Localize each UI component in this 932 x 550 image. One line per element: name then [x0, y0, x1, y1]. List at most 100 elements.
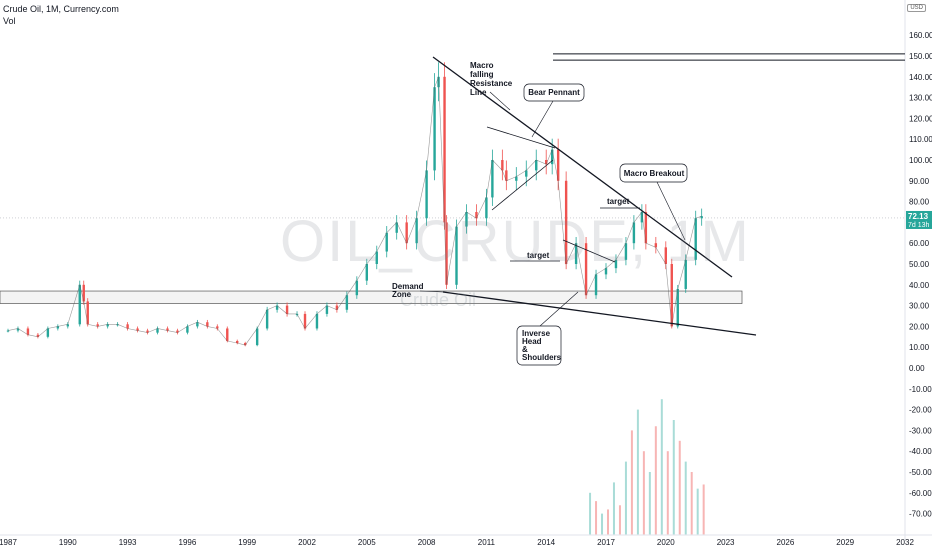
- current-price-value: 72.13: [908, 212, 929, 221]
- price-axis-tick: 50.00: [909, 260, 930, 269]
- volume-bar: [589, 492, 592, 535]
- price-candle: [255, 328, 259, 346]
- price-candle: [166, 328, 169, 331]
- price-candle: [574, 243, 578, 264]
- price-candle: [66, 324, 69, 327]
- chart-header: Crude Oil, 1M, Currency.com Vol: [3, 3, 119, 27]
- price-candle: [325, 305, 329, 314]
- price-candle: [265, 309, 269, 329]
- volume-bar: [654, 426, 657, 535]
- price-axis-tick: 60.00: [909, 239, 930, 248]
- currency-badge[interactable]: USD: [907, 4, 926, 12]
- price-candle: [515, 176, 518, 181]
- volume-bar: [612, 482, 615, 535]
- bear-pennant-label: Bear Pennant: [528, 88, 580, 97]
- price-axis-tick: 90.00: [909, 177, 930, 186]
- bear-pennant-upper-line: [486, 126, 556, 149]
- price-candle: [644, 212, 648, 244]
- macro-resistance-label: Macro: [470, 61, 494, 70]
- price-axis-tick: -40.00: [909, 447, 932, 456]
- annotation-pointer: [419, 290, 444, 293]
- volume-bar: [696, 488, 699, 535]
- price-axis-tick: 0.00: [909, 364, 925, 373]
- volume-bar: [666, 451, 669, 535]
- target-label-lower: target: [527, 251, 550, 260]
- time-axis-tick: 2032: [896, 538, 914, 547]
- price-candle: [116, 324, 119, 326]
- price-candle: [56, 326, 60, 329]
- time-axis-tick: 2023: [717, 538, 735, 547]
- price-axis-tick: 120.00: [909, 114, 932, 123]
- time-axis-tick: 1996: [179, 538, 197, 547]
- inverse-head-shoulders-label: &: [522, 345, 528, 354]
- time-axis-tick: 2014: [537, 538, 555, 547]
- price-candle: [82, 284, 85, 302]
- price-candle: [226, 328, 229, 341]
- volume-bar: [678, 440, 681, 535]
- price-candle: [6, 330, 10, 332]
- price-candle: [365, 264, 368, 281]
- volume-bar: [624, 461, 627, 535]
- price-candle: [465, 212, 468, 227]
- price-axis-tick: -70.00: [909, 510, 932, 519]
- price-candle: [475, 212, 478, 219]
- current-price-badge: [906, 210, 932, 229]
- price-candle: [700, 216, 703, 219]
- inverse-head-shoulders-label: Shoulders: [522, 353, 562, 362]
- time-axis-tick: 2008: [418, 538, 436, 547]
- volume-bar: [601, 513, 604, 535]
- demand-zone-label: Zone: [392, 290, 412, 299]
- price-candle: [46, 328, 50, 337]
- annotation-pointer: [531, 100, 554, 138]
- price-candle: [78, 284, 81, 325]
- bar-countdown: 7d 13h: [908, 222, 930, 229]
- price-candle: [285, 305, 289, 314]
- price-candle: [535, 160, 538, 171]
- inverse-head-shoulders-label: Head: [522, 337, 542, 346]
- price-axis-tick: -20.00: [909, 406, 932, 415]
- price-candle: [375, 251, 378, 264]
- price-axis-tick: -10.00: [909, 385, 932, 394]
- volume-bar: [660, 399, 663, 535]
- price-axis-tick: 130.00: [909, 94, 932, 103]
- price-axis-tick: 110.00: [909, 135, 932, 144]
- price-axis-tick: -60.00: [909, 489, 932, 498]
- symbol-title: Crude Oil, 1M, Currency.com: [3, 4, 119, 14]
- price-candle: [694, 218, 697, 260]
- price-candle: [654, 243, 658, 248]
- time-axis-tick: 1993: [119, 538, 137, 547]
- price-axis-tick: 150.00: [909, 52, 932, 61]
- price-axis-tick: 100.00: [909, 156, 932, 165]
- symbol-watermark-sub: Crude Oil: [400, 290, 477, 310]
- macro-breakout-callout: [619, 163, 688, 183]
- price-candle: [632, 222, 636, 244]
- price-candle: [491, 160, 494, 198]
- price-axis-tick: 10.00: [909, 343, 930, 352]
- volume-bar: [606, 509, 609, 535]
- macro-resistance-label: Resistance: [470, 79, 513, 88]
- price-candle: [196, 322, 199, 327]
- price-candle: [556, 149, 560, 181]
- time-axis-tick: 1987: [0, 538, 17, 547]
- price-candle: [604, 268, 608, 275]
- price-candle: [126, 324, 129, 329]
- volume-bar: [642, 451, 645, 535]
- volume-bar: [636, 409, 639, 535]
- price-axis-tick: 20.00: [909, 322, 930, 331]
- price-candle: [335, 305, 339, 310]
- symbol-watermark: OIL_CRUDE, 1M: [280, 209, 751, 274]
- volume-bar: [618, 505, 621, 535]
- volume-bar: [684, 461, 687, 535]
- price-candle: [545, 160, 548, 165]
- annotation-pointer: [656, 181, 686, 241]
- time-axis-tick: 2029: [836, 538, 854, 547]
- volume-bar: [595, 501, 598, 535]
- price-candle: [206, 322, 209, 327]
- price-candle: [176, 330, 179, 333]
- price-candle: [385, 232, 388, 252]
- price-candle: [594, 274, 598, 296]
- volume-bar: [630, 430, 633, 535]
- price-candle: [275, 305, 279, 310]
- price-candle: [96, 324, 99, 327]
